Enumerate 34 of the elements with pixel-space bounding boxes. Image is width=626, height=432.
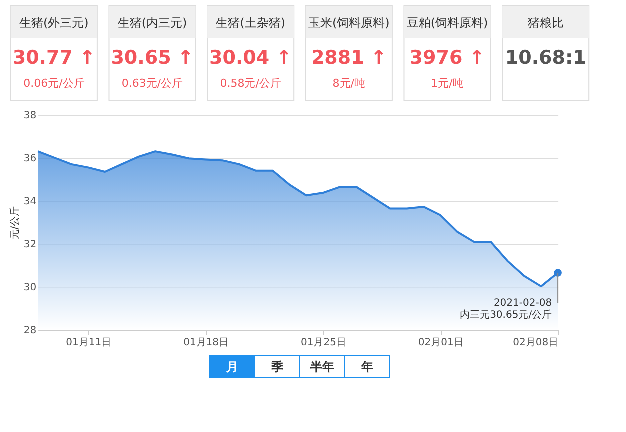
text: 0.58元/公斤: [220, 77, 282, 90]
x-tick-label: 02月01日: [418, 338, 464, 348]
text: 30.65 ↑: [111, 47, 194, 69]
annotation: 2021-02-08 内三元30.65元/公斤: [460, 298, 552, 322]
text: 月: [225, 360, 238, 374]
y-tick-label: 36: [24, 154, 37, 164]
y-tick-label: 38: [24, 110, 37, 122]
x-tick-label: 01月18日: [184, 338, 230, 348]
text: 猪粮比: [528, 16, 564, 30]
text: 豆粕(饲料原料): [406, 16, 488, 30]
y-tick-label: 30: [24, 282, 37, 294]
text: 0.63元/公斤: [122, 77, 184, 90]
text: 年: [360, 360, 374, 374]
y-axis-title: 元/公斤: [8, 206, 21, 240]
text: 30.04 ↑: [210, 47, 292, 69]
x-tick-label: 02月08日: [513, 338, 559, 348]
text: 8元/吨: [332, 77, 366, 90]
text: 1元/吨: [431, 77, 464, 90]
y-tick-label: 28: [24, 326, 37, 336]
y-tick-label: 32: [24, 240, 37, 250]
x-tick-label: 01月25日: [301, 338, 346, 348]
text: 生猪(土杂猪): [216, 16, 286, 30]
text: 生猪(内三元): [118, 16, 188, 30]
text: 10.68:1: [505, 47, 586, 69]
text: 玉米(饲料原料): [308, 16, 390, 30]
text: 季: [270, 360, 284, 374]
text: 3976 ↑: [410, 47, 486, 69]
text: 30.77 ↑: [12, 47, 96, 69]
x-tick-label: 01月11日: [66, 338, 112, 348]
text: 生猪(外三元): [19, 16, 89, 30]
text: 0.06元/公斤: [24, 77, 85, 90]
text: 半年: [309, 360, 334, 374]
text: 2881 ↑: [311, 47, 387, 69]
y-tick-label: 34: [24, 196, 37, 208]
